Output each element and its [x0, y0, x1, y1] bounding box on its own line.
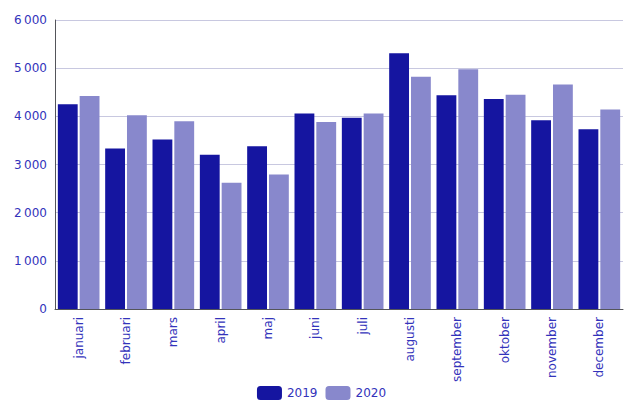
svg-text:september: september	[450, 317, 464, 382]
svg-text:januari: januari	[72, 317, 86, 360]
svg-text:5 000: 5 000	[14, 61, 47, 75]
svg-text:mars: mars	[166, 317, 180, 347]
svg-text:oktober: oktober	[498, 317, 512, 363]
svg-text:2 000: 2 000	[14, 206, 47, 220]
svg-text:2019: 2019	[287, 386, 318, 400]
svg-text:augusti: augusti	[403, 317, 417, 361]
svg-text:november: november	[545, 317, 559, 378]
svg-text:6 000: 6 000	[14, 13, 47, 27]
svg-text:4 000: 4 000	[14, 109, 47, 123]
svg-text:april: april	[214, 317, 228, 344]
svg-text:0: 0	[39, 302, 47, 316]
svg-text:3 000: 3 000	[14, 158, 47, 172]
svg-text:maj: maj	[261, 317, 275, 339]
svg-text:juli: juli	[356, 317, 370, 336]
svg-text:2020: 2020	[356, 386, 387, 400]
svg-text:februari: februari	[119, 317, 133, 364]
svg-text:juni: juni	[308, 317, 322, 340]
svg-text:december: december	[592, 317, 606, 378]
svg-text:1 000: 1 000	[14, 254, 47, 268]
